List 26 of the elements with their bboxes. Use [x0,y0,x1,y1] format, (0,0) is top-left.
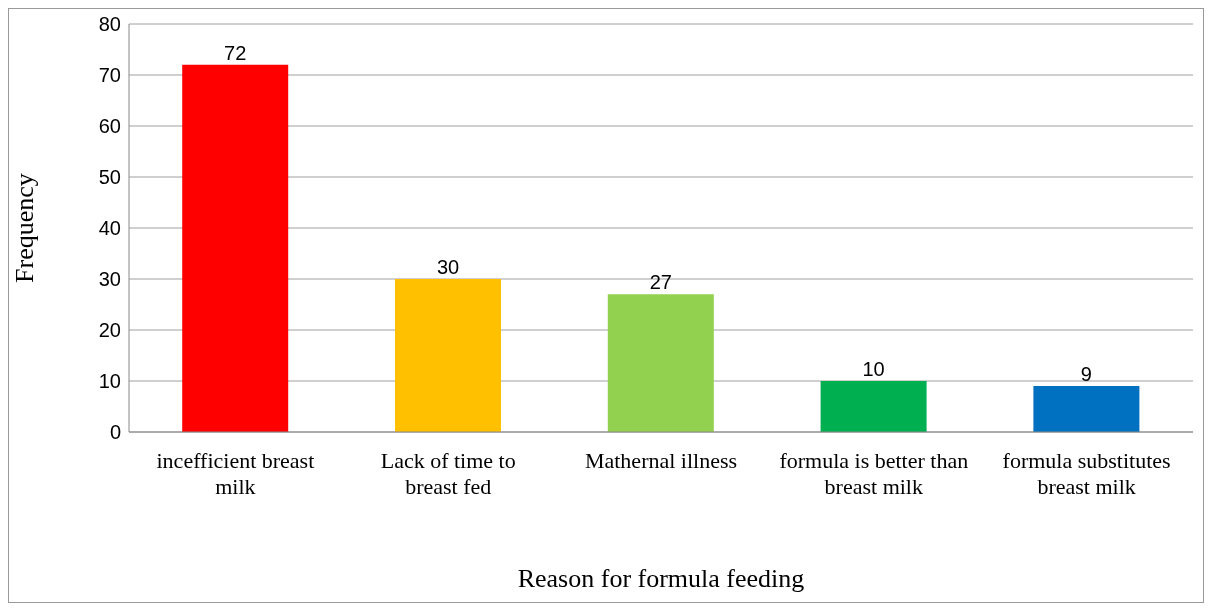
data-label: 72 [224,41,247,64]
y-tick-label: 60 [98,115,121,138]
y-tick-label: 10 [98,370,121,393]
x-tick-label: Lack of time to breast fed [380,448,516,499]
bar [182,64,289,432]
x-axis-title: Reason for formula feeding [517,564,805,593]
y-tick-label: 0 [109,421,121,444]
y-tick-label: 30 [98,268,121,291]
data-label: 9 [1080,363,1092,386]
data-label: 10 [862,358,885,380]
bar [1033,386,1140,432]
x-tick-label: formula is better than breast milk [779,448,969,499]
data-label: 27 [649,271,672,294]
y-tick-label: 40 [98,217,121,240]
bar [820,381,927,432]
y-tick-label: 50 [98,166,121,189]
y-tick-label: 70 [98,64,121,87]
y-tick-label: 80 [98,13,121,36]
x-tick-label: Mathernal illness [584,448,738,473]
y-tick-label: 20 [98,319,121,342]
x-tick-label: incefficient breast milk [156,448,315,499]
bar [607,294,714,432]
bar [395,279,501,432]
x-tick-label: formula substitutes breast milk [1002,448,1171,499]
y-axis-title: Frequency [10,173,40,283]
data-label: 30 [436,256,460,278]
